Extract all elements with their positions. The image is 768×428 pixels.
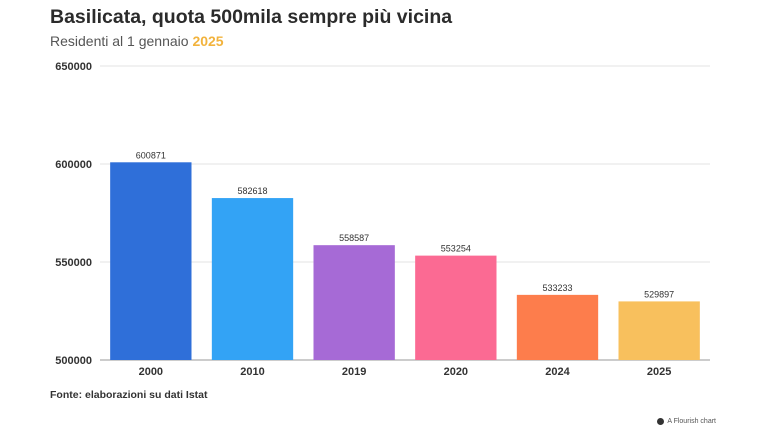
- data-label-2024: 533233: [542, 283, 572, 293]
- source-note: Fonte: elaborazioni su dati Istat: [50, 389, 208, 401]
- data-label-2010: 582618: [237, 186, 267, 196]
- x-tick-label-2010: 2010: [240, 366, 264, 378]
- flourish-credit[interactable]: A Flourish chart: [657, 418, 716, 425]
- x-axis: 2000 2010 2019 2020 2024 2025: [139, 366, 672, 378]
- chart-title: Basilicata, quota 500mila sempre più vic…: [50, 6, 453, 28]
- x-tick-label-2020: 2020: [444, 366, 468, 378]
- bars: [110, 162, 700, 360]
- data-label-2025: 529897: [644, 289, 674, 299]
- subtitle-year: 2025: [192, 33, 224, 49]
- credit-label: A Flourish chart: [667, 418, 716, 425]
- bar-2010[interactable]: [211, 198, 294, 360]
- x-tick-label-2000: 2000: [139, 366, 163, 378]
- y-tick-label: 550000: [55, 257, 92, 269]
- y-tick-label: 600000: [55, 159, 92, 171]
- bar-2020[interactable]: [415, 255, 497, 360]
- data-label-2020: 553254: [441, 244, 471, 254]
- bar-2000[interactable]: [110, 162, 192, 360]
- y-tick-label: 500000: [55, 355, 92, 367]
- bar-2019[interactable]: [313, 245, 395, 360]
- y-tick-label: 650000: [55, 61, 92, 73]
- x-tick-label-2019: 2019: [342, 366, 366, 378]
- chart-subtitle: Residenti al 1 gennaio 2025: [50, 33, 224, 49]
- bar-2025[interactable]: [618, 301, 700, 360]
- gridlines: [100, 65, 710, 361]
- subtitle-text: Residenti al 1 gennaio: [50, 33, 193, 49]
- data-labels: 600871 582618 558587 553254 533233 529897: [136, 150, 674, 299]
- data-label-2000: 600871: [136, 150, 166, 160]
- y-axis: 500000 550000 600000 650000: [55, 61, 92, 367]
- x-tick-label-2024: 2024: [545, 366, 570, 378]
- data-label-2019: 558587: [339, 233, 369, 243]
- flourish-logo-icon: [657, 418, 665, 425]
- x-tick-label-2025: 2025: [647, 366, 671, 378]
- bar-2024[interactable]: [516, 294, 599, 360]
